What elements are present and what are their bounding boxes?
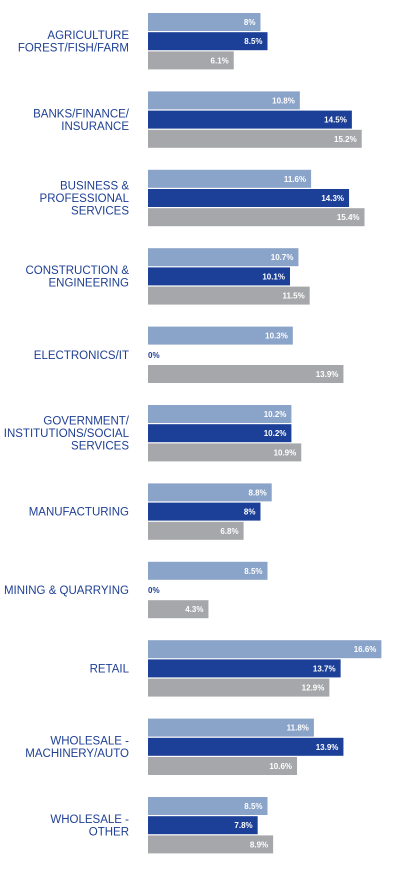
category-label: SERVICES (71, 206, 129, 218)
bar (148, 737, 344, 756)
data-label: 6.1% (211, 56, 229, 65)
data-label: 15.2% (334, 135, 357, 144)
category-label: MANUFACTURING (29, 507, 129, 519)
data-label: 16.6% (354, 645, 377, 654)
category-label: INSTITUTIONS/SOCIAL (4, 428, 130, 440)
data-label: 8% (244, 508, 256, 517)
bar (148, 678, 330, 697)
data-label: 10.1% (262, 272, 285, 281)
bar (148, 600, 209, 619)
data-label: 10.6% (269, 762, 292, 771)
data-label: 0% (148, 586, 160, 595)
data-label: 12.9% (302, 684, 325, 693)
bar (148, 443, 302, 462)
data-label: 8% (244, 18, 256, 27)
bar (148, 110, 352, 129)
category-label: PROFESSIONAL (40, 193, 130, 205)
data-label: 14.3% (321, 194, 344, 203)
bar (148, 816, 258, 835)
data-label: 7.8% (234, 821, 252, 830)
data-label: 14.5% (324, 116, 347, 125)
category-label: WHOLESALE - (50, 814, 129, 826)
bar (148, 405, 292, 423)
data-label: 10.2% (264, 429, 287, 438)
data-label: 15.4% (337, 213, 360, 222)
bar (148, 835, 274, 854)
bar (148, 51, 234, 70)
bar (148, 561, 268, 580)
data-label: 10.2% (264, 410, 287, 419)
bar (148, 267, 291, 286)
data-label: 10.9% (274, 448, 297, 457)
bar (148, 286, 310, 305)
data-label: 0% (148, 351, 160, 360)
bar (148, 129, 362, 148)
bar (148, 91, 300, 110)
category-label: FOREST/FISH/FARM (18, 42, 129, 54)
category-label: BUSINESS & (60, 181, 129, 193)
data-label: 10.7% (271, 253, 294, 262)
bar (148, 13, 261, 31)
bar (148, 248, 299, 267)
data-label: 13.7% (313, 664, 336, 673)
data-label: 10.3% (265, 332, 288, 341)
bar (148, 718, 314, 737)
bar (148, 483, 272, 502)
data-label: 10.8% (272, 96, 295, 105)
data-label: 6.8% (220, 527, 238, 536)
bar (148, 326, 293, 345)
data-label: 8.8% (248, 488, 266, 497)
bar (148, 365, 344, 383)
data-label: 11.5% (282, 292, 304, 301)
category-label: AGRICULTURE (47, 30, 129, 42)
bar (148, 640, 382, 659)
bar (148, 659, 341, 678)
category-label: INSURANCE (61, 121, 129, 133)
bar (148, 189, 350, 207)
bar (148, 208, 365, 227)
bar (148, 502, 261, 521)
data-label: 11.8% (287, 724, 309, 733)
data-label: 11.6% (284, 175, 306, 184)
category-label: GOVERNMENT/ (43, 416, 129, 428)
category-label: MINING & QUARRYING (4, 585, 129, 597)
data-label: 8.5% (244, 37, 262, 46)
data-label: 4.3% (185, 605, 203, 614)
category-label: WHOLESALE - (50, 736, 129, 748)
category-label: OTHER (89, 826, 129, 838)
category-label: SERVICES (71, 441, 129, 453)
category-label: RETAIL (90, 663, 130, 675)
category-label: ENGINEERING (48, 278, 129, 290)
bar (148, 169, 312, 188)
data-label: 8.5% (244, 567, 262, 576)
category-label: CONSTRUCTION & (26, 265, 130, 277)
bar (148, 797, 268, 815)
bar (148, 757, 298, 775)
category-label: BANKS/FINANCE/ (33, 108, 130, 120)
bar (148, 521, 244, 540)
data-label: 13.9% (316, 370, 339, 379)
data-label: 13.9% (316, 743, 339, 752)
category-label: ELECTRONICS/IT (34, 350, 129, 362)
bar (148, 32, 268, 51)
data-label: 8.5% (244, 802, 262, 811)
data-label: 8.9% (250, 840, 268, 849)
category-label: MACHINERY/AUTO (25, 748, 129, 760)
bar (148, 424, 292, 443)
